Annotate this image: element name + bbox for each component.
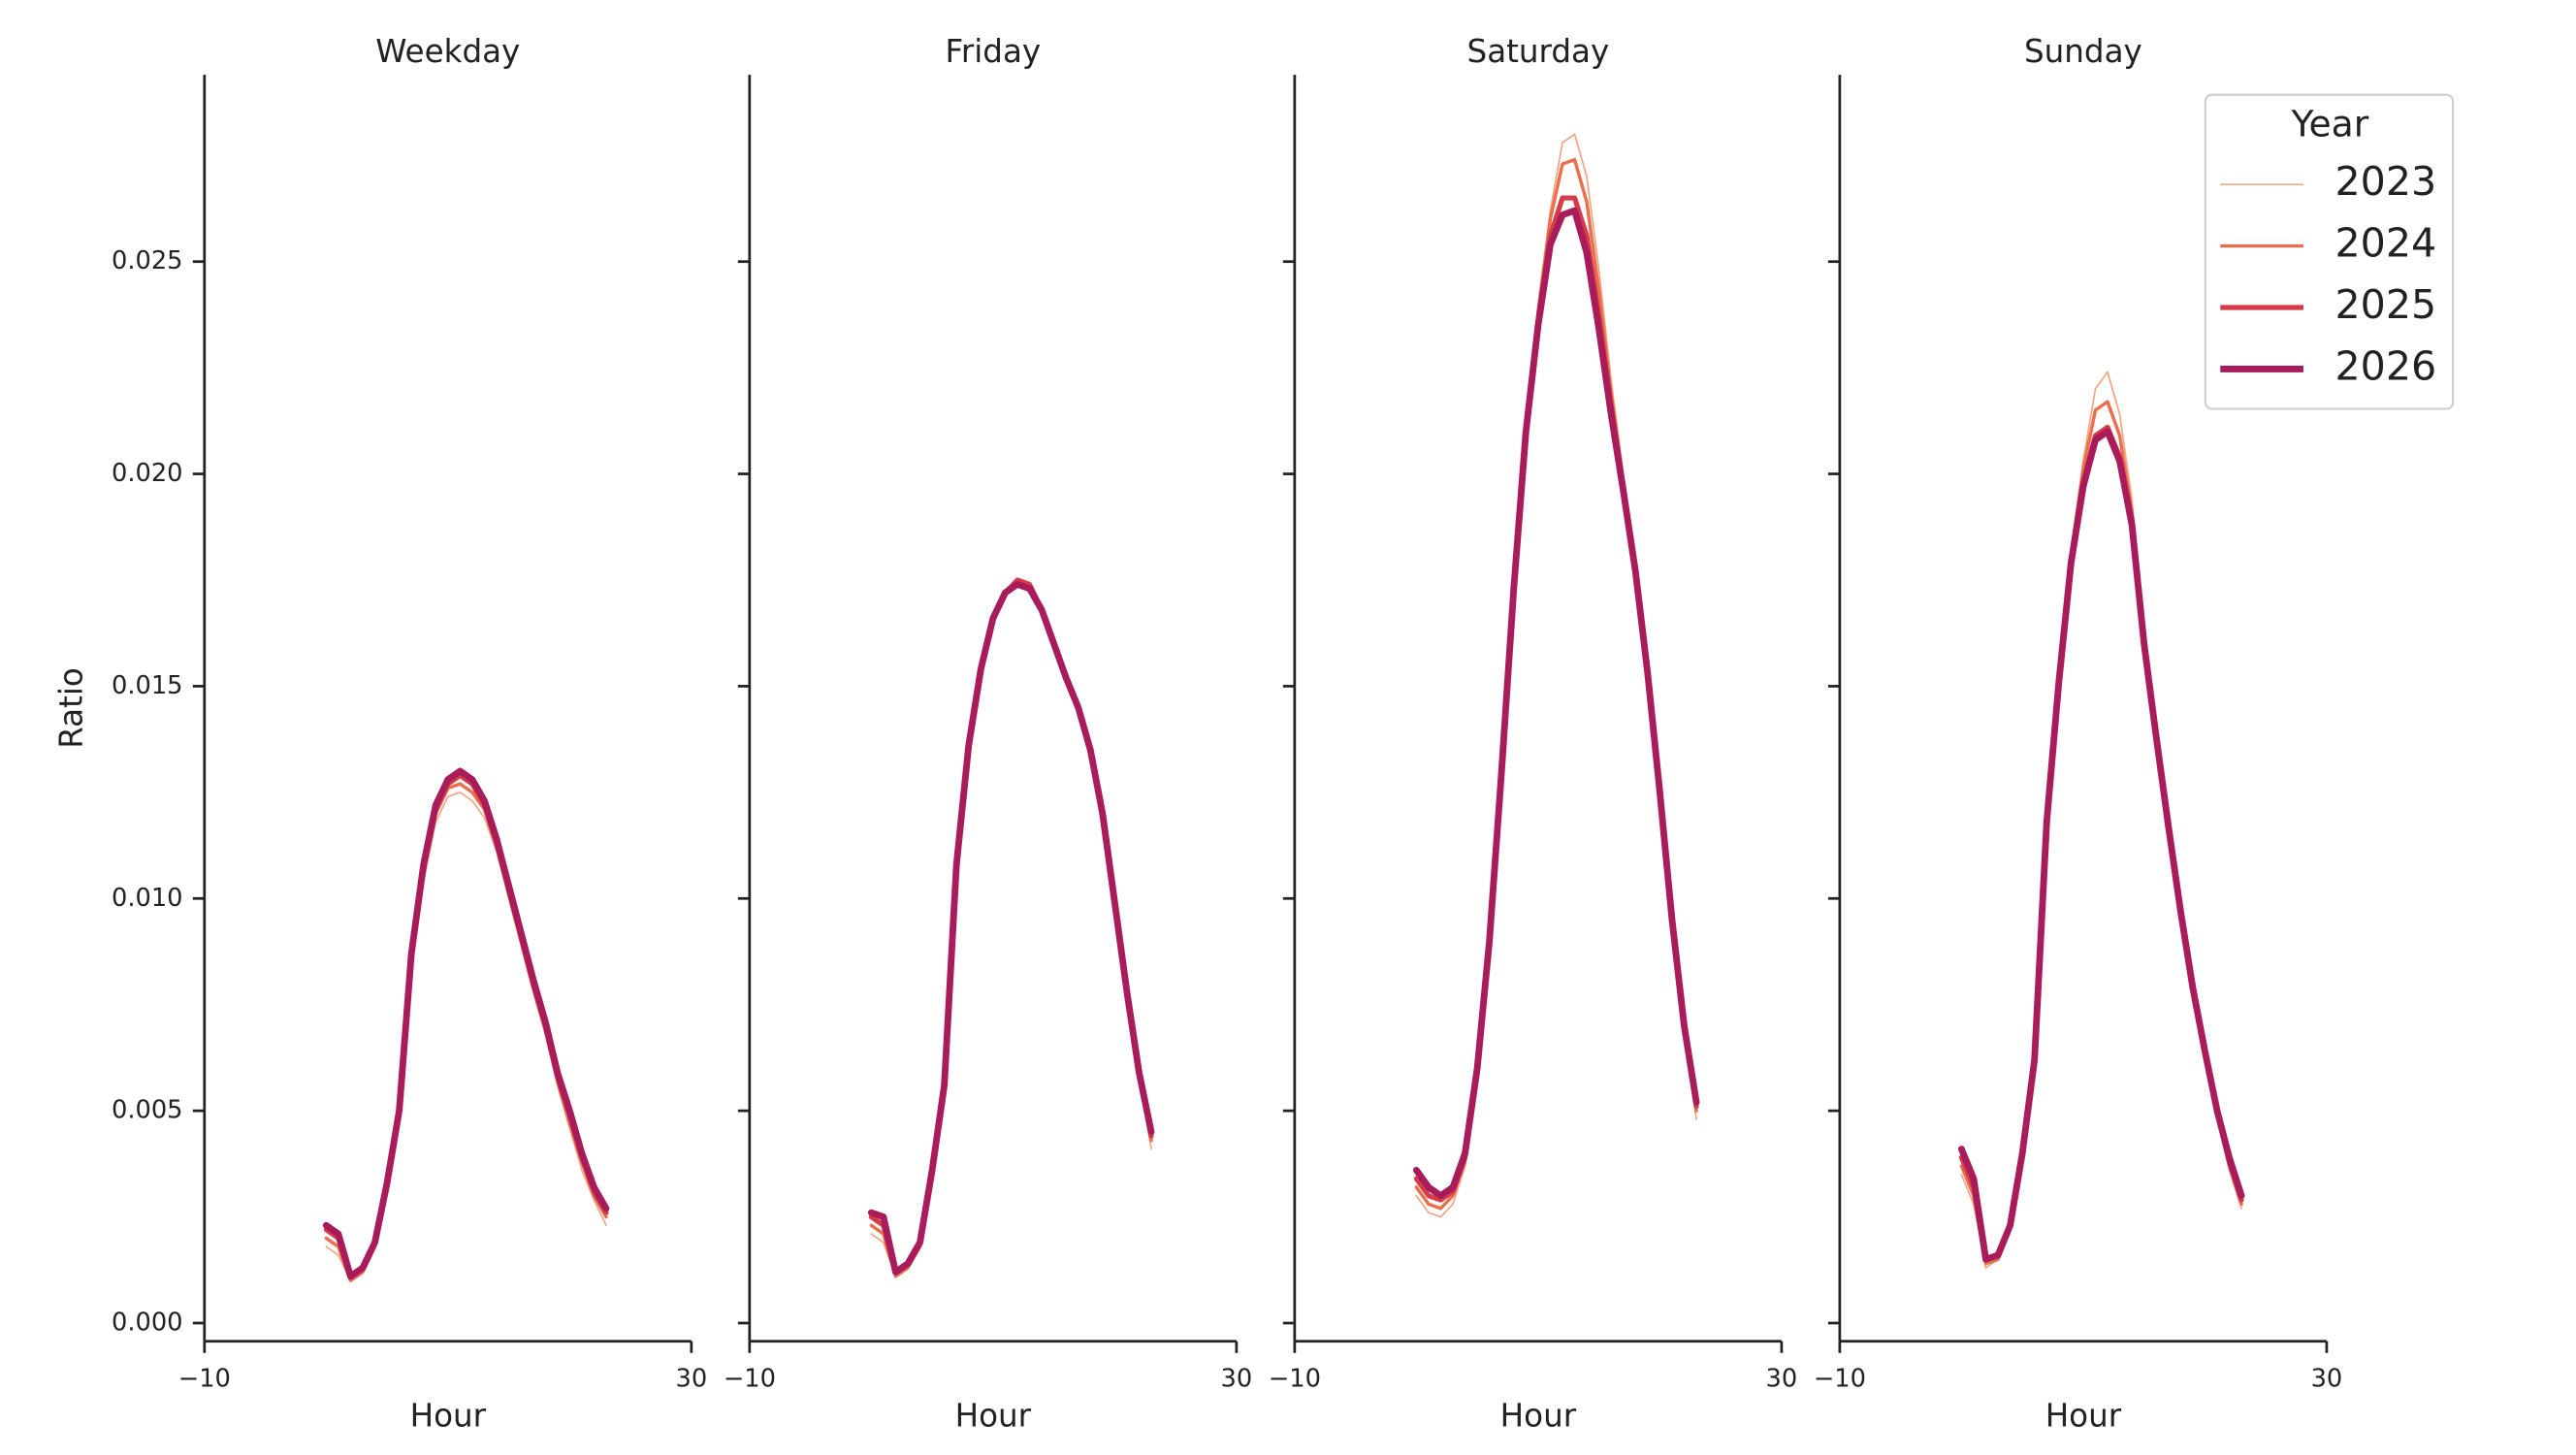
y-axis-label: Ratio — [52, 667, 89, 749]
x-axis-label: Hour — [410, 1398, 487, 1435]
panel-title: Saturday — [1467, 33, 1610, 70]
series-line — [870, 579, 1152, 1277]
x-tick-label: −10 — [1814, 1365, 1866, 1394]
series-line — [869, 578, 1153, 1278]
series-line — [1413, 195, 1699, 1203]
legend-label: 2023 — [2335, 158, 2437, 205]
y-tick-label: 0.015 — [112, 671, 183, 700]
series-line — [1960, 371, 2242, 1269]
series-line — [867, 580, 1155, 1276]
series-line — [1957, 428, 2245, 1263]
panel-title: Weekday — [375, 33, 520, 70]
series-line — [1412, 207, 1700, 1200]
y-tick-label: 0.020 — [112, 459, 183, 488]
series-line — [325, 791, 607, 1282]
x-axis-label: Hour — [1500, 1398, 1577, 1435]
y-tick-label: 0.025 — [112, 246, 183, 275]
series-line — [868, 577, 1154, 1276]
legend-box — [2204, 93, 2455, 410]
panel-title: Friday — [946, 33, 1042, 70]
x-axis-label: Hour — [955, 1398, 1032, 1435]
x-tick-label: −10 — [178, 1365, 231, 1394]
x-tick-label: 30 — [1221, 1365, 1253, 1394]
x-axis-label: Hour — [2045, 1398, 2122, 1435]
panel-title: Sunday — [2024, 33, 2142, 70]
series-line — [1958, 424, 2244, 1262]
x-tick-label: −10 — [724, 1365, 776, 1394]
legend-label: 2024 — [2335, 220, 2437, 267]
y-tick-label: 0.005 — [112, 1096, 183, 1125]
legend-title: Year — [2290, 103, 2368, 146]
series-line — [1414, 157, 1698, 1211]
y-tick-label: 0.000 — [112, 1308, 183, 1337]
legend-label: 2026 — [2335, 342, 2437, 389]
x-tick-label: 30 — [676, 1365, 708, 1394]
series-line — [322, 767, 610, 1280]
x-tick-label: −10 — [1269, 1365, 1321, 1394]
legend-label: 2025 — [2335, 281, 2437, 328]
series-line — [324, 782, 608, 1282]
series-line — [1959, 400, 2243, 1266]
x-tick-label: 30 — [1766, 1365, 1798, 1394]
series-line — [1415, 133, 1697, 1218]
series-line — [323, 772, 609, 1279]
y-tick-label: 0.010 — [112, 884, 183, 913]
x-tick-label: 30 — [2311, 1365, 2343, 1394]
